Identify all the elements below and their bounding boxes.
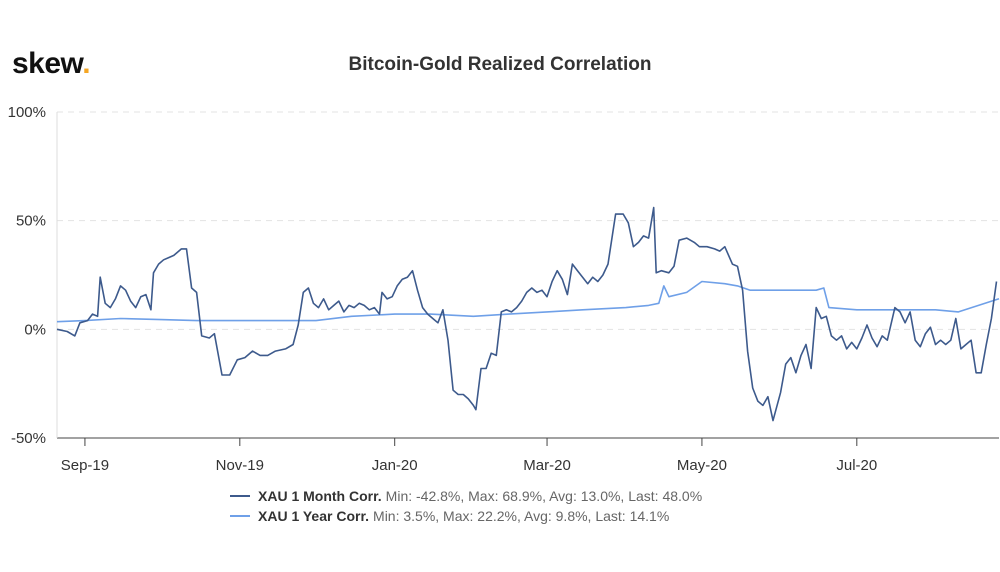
x-tick-label: Jul-20 <box>836 457 877 474</box>
y-tick-label: 100% <box>8 104 46 121</box>
chart-title: Bitcoin-Gold Realized Correlation <box>348 54 652 75</box>
y-tick-label: 50% <box>16 213 46 230</box>
y-tick-label: -50% <box>11 430 46 447</box>
legend-swatch-1-month <box>230 495 250 497</box>
x-axis-ticks: Sep-19 Nov-19 Jan-20 Mar-20 May-20 Jul-20 <box>61 438 877 474</box>
chart-legend: XAU 1 Month Corr. Min: -42.8%, Max: 68.9… <box>230 486 702 526</box>
legend-stats-1-month: Min: -42.8%, Max: 68.9%, Avg: 13.0%, Las… <box>385 488 703 504</box>
x-tick-label: Sep-19 <box>61 457 109 474</box>
legend-item-1-year[interactable]: XAU 1 Year Corr. Min: 3.5%, Max: 22.2%, … <box>230 506 702 526</box>
series-line-1-year <box>56 280 1000 323</box>
logo-dot: . <box>82 47 91 80</box>
series-line-1-month <box>56 206 998 422</box>
skew-logo: skew. <box>12 47 91 81</box>
logo-text: skew <box>12 47 83 80</box>
grid-lines <box>57 111 999 330</box>
x-tick-label: Jan-20 <box>372 457 418 474</box>
x-tick-label: Nov-19 <box>216 457 264 474</box>
series-lines <box>56 206 1000 422</box>
legend-stats-1-year: Min: 3.5%, Max: 22.2%, Avg: 9.8%, Last: … <box>373 508 670 524</box>
legend-item-1-month[interactable]: XAU 1 Month Corr. Min: -42.8%, Max: 68.9… <box>230 486 702 506</box>
line-chart: 100% 50% 0% -50% Sep-19 Nov-19 Jan-20 Mar-20 Ma… <box>8 104 1000 474</box>
y-tick-label: 0% <box>24 321 46 338</box>
x-tick-label: Mar-20 <box>523 457 571 474</box>
legend-name-1-month: XAU 1 Month Corr. <box>258 488 382 504</box>
legend-swatch-1-year <box>230 515 250 517</box>
x-tick-label: May-20 <box>677 457 727 474</box>
y-axis-labels: 100% 50% 0% -50% <box>8 104 46 447</box>
legend-name-1-year: XAU 1 Year Corr. <box>258 508 370 524</box>
